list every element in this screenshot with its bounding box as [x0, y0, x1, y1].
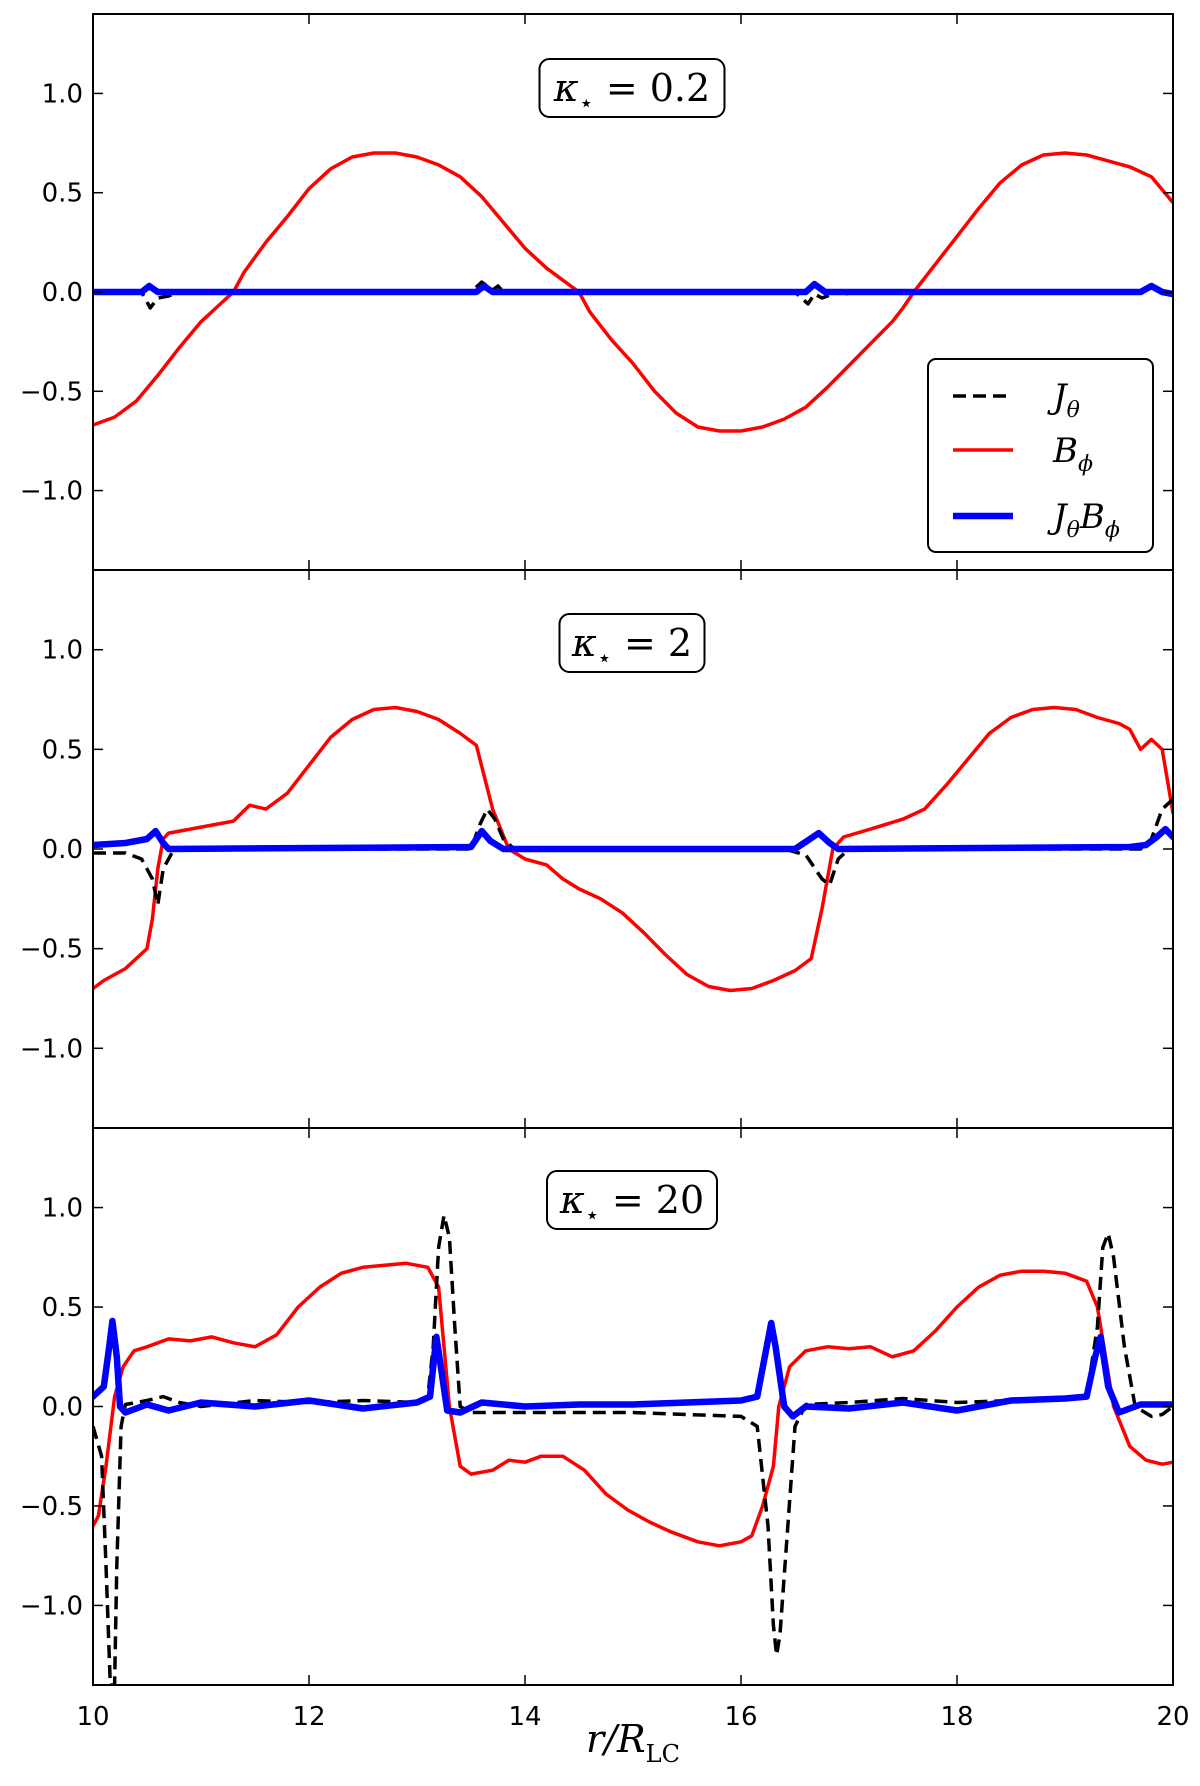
x-tick-label: 18	[940, 1702, 973, 1732]
x-axis-label: r/RLC	[586, 1717, 680, 1768]
panels: 1.00.50.0−0.5−1.0κ⋆ = 0.2JθBϕJθBϕ1.00.50…	[20, 13, 1190, 1768]
annotation-label: κ⋆ = 20	[559, 1178, 704, 1229]
series-line-b-phi	[93, 1261, 1173, 1548]
panel-bottom: 1.0 0.5 0.0 −0.5 −1.0 10 12 14 16 18 20 κ⋆ = 20 r/RL…	[20, 1127, 1190, 1768]
annotation-label: κ⋆ = 2	[571, 621, 692, 672]
x-tick-label: 20	[1156, 1702, 1189, 1732]
series-line-j-theta-b-phi	[93, 825, 1173, 853]
y-tick-label: 0.5	[42, 179, 83, 209]
y-tick-label: −1.0	[20, 1591, 83, 1621]
y-tick-label: 0.5	[42, 1293, 83, 1323]
series-group	[93, 1213, 1173, 1685]
x-tick-label: 10	[76, 1702, 109, 1732]
legend-label-2: JθBϕ	[1047, 497, 1120, 543]
y-tick-label: 0.5	[42, 735, 83, 765]
annotation-box	[558, 613, 706, 673]
y-tick-label: −0.5	[20, 1492, 83, 1522]
y-tick-label: 0.0	[42, 1393, 83, 1423]
series-line-j-theta	[93, 797, 1173, 907]
y-tick-label: −1.0	[20, 477, 83, 507]
x-tick-label: 16	[724, 1702, 757, 1732]
series-line-j-theta-b-phi	[93, 1317, 1173, 1420]
series-line-j-theta-b-phi	[93, 280, 1173, 298]
annotation-label: κ⋆ = 0.2	[553, 66, 710, 117]
annotation-box	[538, 58, 726, 118]
y-tick-label: 1.0	[42, 79, 83, 109]
series-group	[93, 705, 1173, 993]
y-tick-label: 1.0	[42, 636, 83, 666]
series-group	[93, 151, 1173, 433]
y-tick-label: 0.0	[42, 278, 83, 308]
y-tick-label: 1.0	[42, 1194, 83, 1224]
series-line-b-phi	[93, 705, 1173, 993]
annotation-box	[546, 1170, 718, 1230]
y-tick-label: 0.0	[42, 835, 83, 865]
legend-box	[927, 358, 1154, 553]
y-tick-label: −0.5	[20, 935, 83, 965]
y-tick-label: −1.0	[20, 1034, 83, 1064]
legend-label-1: Bϕ	[1052, 431, 1093, 477]
x-tick-label: 14	[508, 1702, 541, 1732]
panel-middle: 1.0 0.5 0.0 −0.5 −1.0 κ⋆ = 2	[20, 569, 1174, 1129]
series-line-b-phi	[93, 151, 1173, 433]
legend-label-0: Jθ	[1047, 377, 1080, 423]
x-tick-label: 12	[292, 1702, 325, 1732]
y-tick-label: −0.5	[20, 377, 83, 407]
series-line-j-theta	[93, 1213, 1173, 1685]
